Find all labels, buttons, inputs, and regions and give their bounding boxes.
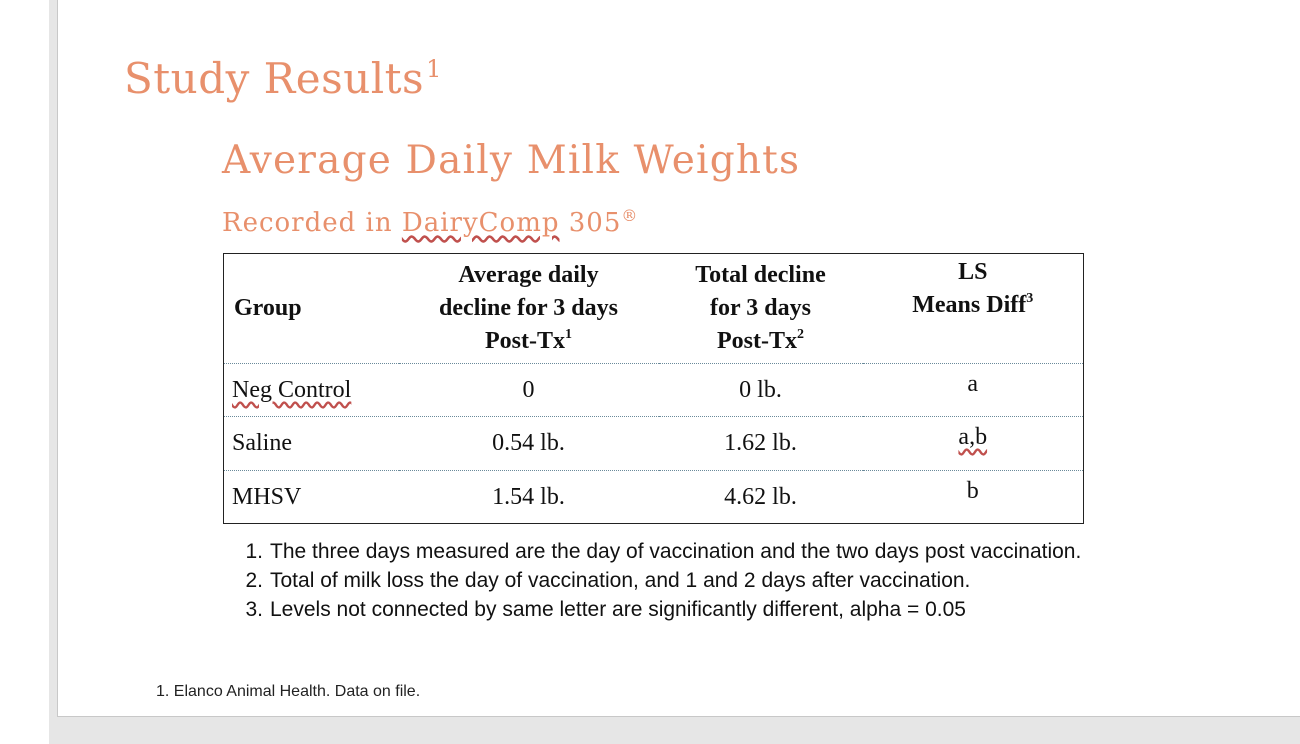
- main-heading: Average Daily Milk Weights: [222, 138, 801, 183]
- cell-group-text: Neg Control: [232, 377, 352, 404]
- cell-ls-text: a,b: [958, 424, 988, 451]
- header-ls-superscript: 3: [1026, 291, 1034, 306]
- footnote-list: 1. The three days measured are the day of…: [233, 537, 1133, 624]
- table-row: Saline 0.54 lb. 1.62 lb. a,b: [223, 416, 1084, 471]
- cell-total-decline: 1.62 lb.: [658, 416, 863, 471]
- footnote-text: Total of milk loss the day of vaccinatio…: [270, 569, 971, 592]
- table-row: Neg Control 0 0 lb. a: [223, 362, 1084, 417]
- source-citation: 1. Elanco Animal Health. Data on file.: [156, 683, 421, 700]
- header-average-daily-decline: Average daily decline for 3 days Post-Tx…: [399, 254, 659, 364]
- header-total-superscript: 2: [797, 327, 804, 342]
- header-ls-line2: Means Diff: [912, 292, 1027, 318]
- cell-group: Saline: [223, 416, 399, 471]
- slide-title: Study Results1: [124, 54, 442, 103]
- footnote-text: Levels not connected by same letter are …: [270, 598, 966, 621]
- sub-heading-suffix: 305: [559, 208, 622, 238]
- cell-ls-means-diff: a,b: [862, 416, 1084, 471]
- footnote-item: 3. Levels not connected by same letter ar…: [233, 595, 1133, 624]
- results-table: Group Average daily decline for 3 days P…: [223, 253, 1084, 524]
- sub-heading: Recorded in DairyComp 305®: [222, 206, 638, 238]
- header-avg-line3: Post-Tx: [485, 328, 565, 354]
- footnote-item: 1. The three days measured are the day of…: [233, 537, 1133, 566]
- footnote-number: 3.: [245, 598, 263, 621]
- sub-heading-brand: DairyComp: [401, 208, 560, 238]
- cell-ls-means-diff: a: [862, 362, 1084, 417]
- header-avg-line1: Average daily: [458, 262, 599, 288]
- cell-average-daily-decline: 1.54 lb.: [398, 469, 659, 524]
- table-row: MHSV 1.54 lb. 4.62 lb. b: [223, 469, 1084, 524]
- footnote-text: The three days measured are the day of v…: [270, 540, 1082, 563]
- cell-average-daily-decline: 0.54 lb.: [398, 416, 659, 471]
- footnote-number: 2.: [245, 569, 263, 592]
- cell-average-daily-decline: 0: [398, 362, 659, 417]
- header-ls-line1: LS: [958, 259, 988, 285]
- registered-mark: ®: [621, 206, 639, 225]
- footnote-number: 1.: [245, 540, 263, 563]
- slide: Study Results1 Average Daily Milk Weight…: [57, 0, 1300, 717]
- slide-title-text: Study Results: [124, 54, 425, 103]
- header-total-line2: for 3 days: [710, 295, 811, 321]
- slide-title-superscript: 1: [426, 55, 442, 83]
- left-margin: [0, 0, 49, 744]
- sub-heading-prefix: Recorded in: [222, 208, 402, 238]
- header-avg-line2: decline for 3 days: [439, 295, 618, 321]
- cell-ls-means-diff: b: [862, 469, 1084, 524]
- header-total-decline: Total decline for 3 days Post-Tx2: [659, 254, 863, 364]
- header-ls-means-diff: LS Means Diff3: [863, 254, 1084, 364]
- header-avg-superscript: 1: [565, 327, 572, 342]
- header-total-line3: Post-Tx: [717, 328, 797, 354]
- footnote-item: 2. Total of milk loss the day of vaccinat…: [233, 566, 1133, 595]
- header-total-line1: Total decline: [695, 262, 826, 288]
- cell-total-decline: 4.62 lb.: [658, 469, 863, 524]
- cell-group: MHSV: [223, 469, 399, 524]
- cell-total-decline: 0 lb.: [658, 362, 863, 417]
- header-group: Group: [234, 295, 302, 321]
- table-header-row: Group Average daily decline for 3 days P…: [224, 254, 1084, 364]
- cell-group: Neg Control: [223, 362, 399, 417]
